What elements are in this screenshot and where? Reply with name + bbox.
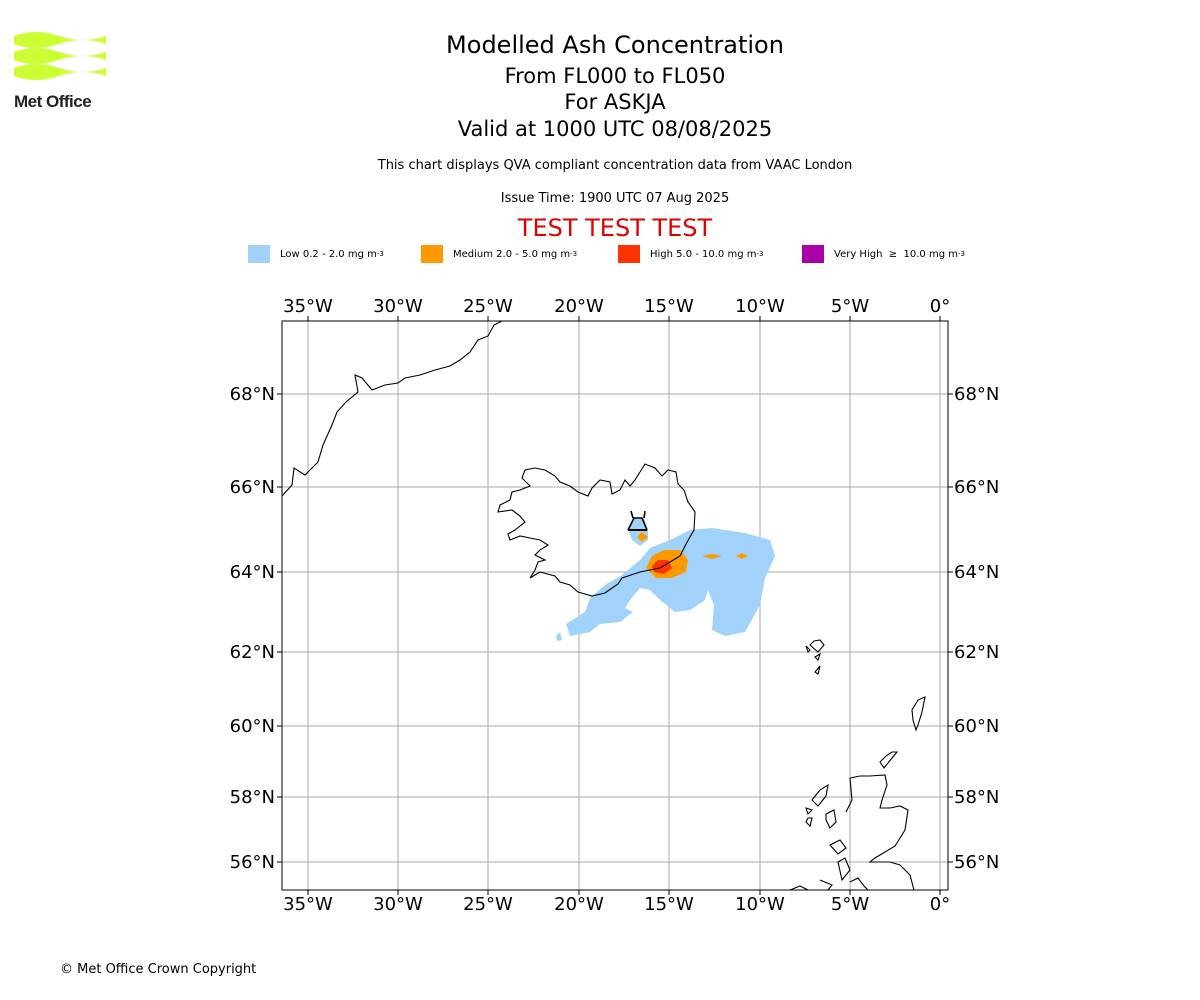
- lon-label-bottom: 20°W: [554, 894, 604, 915]
- lon-label-top: 35°W: [283, 296, 333, 317]
- lat-label-left: 68°N: [230, 384, 275, 405]
- lat-label-right: 64°N: [954, 562, 999, 583]
- legend-unit-exponent-high: -3: [756, 250, 764, 258]
- legend-unit-exponent-low: -3: [376, 250, 384, 258]
- lon-label-top: 20°W: [554, 296, 604, 317]
- legend-label-high: High 5.0 - 10.0 mg m: [650, 248, 757, 260]
- lat-label-left: 56°N: [230, 852, 275, 873]
- legend-item-very-high: Very High ≥ 10.0 mg m -3: [802, 244, 965, 264]
- lon-label-top: 10°W: [735, 296, 785, 317]
- lon-label-top: 15°W: [644, 296, 694, 317]
- flight-levels: From FL000 to FL050: [504, 64, 726, 88]
- lon-label-bottom: 10°W: [735, 894, 785, 915]
- met-office-waves-icon: [14, 32, 106, 80]
- lon-label-bottom: 35°W: [283, 894, 333, 915]
- legend-label-very-high: Very High ≥ 10.0 mg m: [834, 248, 958, 260]
- test-banner: TEST TEST TEST: [517, 214, 713, 242]
- map-gridlines: [282, 321, 948, 890]
- lon-label-bottom: 15°W: [644, 894, 694, 915]
- volcano-marker-icon: [627, 510, 648, 531]
- legend-swatch-medium: [421, 245, 443, 263]
- ash-low: [556, 518, 775, 641]
- lat-label-right: 66°N: [954, 477, 999, 498]
- map-ticks: [277, 316, 953, 895]
- lon-label-bottom: 25°W: [463, 894, 513, 915]
- legend-item-low: Low 0.2 - 2.0 mg m -3: [248, 244, 384, 264]
- chart-title: Modelled Ash Concentration: [446, 31, 784, 59]
- lat-label-left: 64°N: [230, 562, 275, 583]
- legend-unit-exponent-very-high: -3: [957, 250, 965, 258]
- legend-swatch-very-high: [802, 245, 824, 263]
- legend-item-medium: Medium 2.0 - 5.0 mg m -3: [421, 244, 577, 264]
- lat-label-left: 58°N: [230, 787, 275, 808]
- valid-time: Valid at 1000 UTC 08/08/2025: [457, 117, 773, 141]
- lat-label-left: 60°N: [230, 716, 275, 737]
- lon-label-bottom: 0°: [930, 894, 950, 915]
- lat-label-right: 68°N: [954, 384, 999, 405]
- lon-label-top: 5°W: [831, 296, 869, 317]
- met-office-logo: Met Office: [14, 28, 110, 118]
- lon-label-bottom: 5°W: [831, 894, 869, 915]
- legend-swatch-low: [248, 245, 270, 263]
- lon-label-top: 30°W: [373, 296, 423, 317]
- legend-item-high: High 5.0 - 10.0 mg m -3: [618, 244, 763, 264]
- legend-unit-exponent-medium: -3: [570, 250, 578, 258]
- legend-label-medium: Medium 2.0 - 5.0 mg m: [453, 248, 571, 260]
- issue-time: Issue Time: 1900 UTC 07 Aug 2025: [500, 191, 730, 206]
- chart-description: This chart displays QVA compliant concen…: [377, 158, 853, 173]
- lat-label-right: 58°N: [954, 787, 999, 808]
- lat-label-left: 66°N: [230, 477, 275, 498]
- copyright-text: © Met Office Crown Copyright: [60, 962, 257, 977]
- legend-swatch-high: [618, 245, 640, 263]
- logo-text: Met Office: [14, 92, 92, 111]
- legend-label-low: Low 0.2 - 2.0 mg m: [280, 248, 377, 260]
- lat-label-right: 62°N: [954, 642, 999, 663]
- lat-label-left: 62°N: [230, 642, 275, 663]
- map-frame: [281, 320, 949, 891]
- lat-label-right: 56°N: [954, 852, 999, 873]
- lon-label-bottom: 30°W: [373, 894, 423, 915]
- coastlines: [281, 320, 926, 891]
- lat-label-right: 60°N: [954, 716, 999, 737]
- lon-label-top: 25°W: [463, 296, 513, 317]
- volcano-name: For ASKJA: [564, 90, 666, 114]
- lon-label-top: 0°: [930, 296, 950, 317]
